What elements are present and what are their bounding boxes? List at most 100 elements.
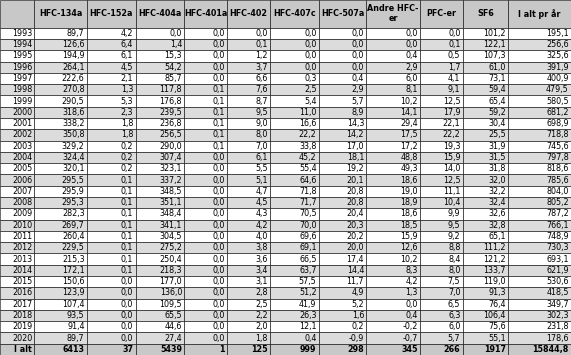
Text: 302,3: 302,3	[546, 311, 569, 320]
Bar	[319, 39, 367, 50]
Bar	[87, 141, 136, 152]
Bar	[270, 141, 319, 152]
Text: 17,2: 17,2	[400, 142, 417, 151]
Bar	[319, 197, 367, 208]
Text: 2010: 2010	[12, 221, 32, 230]
Text: 5,5: 5,5	[255, 164, 268, 173]
Text: 70,0: 70,0	[299, 221, 316, 230]
Bar	[184, 253, 227, 265]
Text: 10,4: 10,4	[443, 198, 460, 207]
Bar	[463, 95, 508, 107]
Bar	[136, 95, 184, 107]
Text: 3,6: 3,6	[255, 255, 268, 263]
Text: 18,6: 18,6	[400, 176, 417, 185]
Text: 0,0: 0,0	[212, 164, 225, 173]
Bar	[463, 118, 508, 129]
Bar	[270, 0, 319, 28]
Text: 320,1: 320,1	[62, 164, 85, 173]
Bar	[184, 50, 227, 61]
Text: 2011: 2011	[12, 232, 32, 241]
Text: 1,3: 1,3	[121, 85, 134, 94]
Text: 63,7: 63,7	[299, 266, 316, 275]
Bar	[87, 107, 136, 118]
Bar	[367, 152, 420, 163]
Text: 693,1: 693,1	[546, 255, 569, 263]
Text: 20,1: 20,1	[347, 176, 364, 185]
Text: 0,0: 0,0	[405, 300, 417, 309]
Text: 0,3: 0,3	[304, 74, 316, 83]
Bar	[136, 208, 184, 219]
Text: 351,1: 351,1	[160, 198, 182, 207]
Text: 0,1: 0,1	[212, 108, 225, 117]
Text: 71,8: 71,8	[299, 187, 316, 196]
Text: 2,3: 2,3	[121, 108, 134, 117]
Bar	[227, 208, 270, 219]
Bar	[508, 28, 571, 39]
Bar	[184, 39, 227, 50]
Text: 0,0: 0,0	[212, 255, 225, 263]
Text: 348,5: 348,5	[160, 187, 182, 196]
Text: 6,0: 6,0	[405, 74, 417, 83]
Text: 5,1: 5,1	[255, 176, 268, 185]
Text: 0,0: 0,0	[121, 288, 134, 297]
Text: 57,5: 57,5	[299, 277, 316, 286]
Bar	[34, 208, 87, 219]
Bar	[508, 208, 571, 219]
Bar	[367, 73, 420, 84]
Bar	[87, 0, 136, 28]
Bar	[227, 344, 270, 355]
Text: 0,0: 0,0	[170, 29, 182, 38]
Bar	[508, 152, 571, 163]
Bar	[420, 253, 463, 265]
Bar	[367, 84, 420, 95]
Bar	[34, 299, 87, 310]
Text: 69,1: 69,1	[299, 243, 316, 252]
Text: 26,3: 26,3	[299, 311, 316, 320]
Bar	[0, 231, 34, 242]
Bar	[0, 276, 34, 287]
Text: HFC-152a: HFC-152a	[90, 9, 133, 18]
Bar	[136, 197, 184, 208]
Bar	[34, 174, 87, 186]
Text: 1,8: 1,8	[121, 119, 134, 128]
Text: 2009: 2009	[12, 209, 32, 218]
Text: 2003: 2003	[12, 142, 32, 151]
Text: 0,2: 0,2	[121, 153, 134, 162]
Text: 1,2: 1,2	[255, 51, 268, 60]
Text: 0,0: 0,0	[304, 40, 316, 49]
Bar	[508, 310, 571, 321]
Text: 2018: 2018	[12, 311, 32, 320]
Bar	[227, 174, 270, 186]
Text: 0,0: 0,0	[121, 277, 134, 286]
Bar	[319, 299, 367, 310]
Text: 0,1: 0,1	[121, 255, 134, 263]
Bar	[136, 61, 184, 73]
Text: 31,8: 31,8	[488, 164, 506, 173]
Text: 275,2: 275,2	[159, 243, 182, 252]
Bar	[0, 118, 34, 129]
Text: 2,9: 2,9	[352, 85, 364, 94]
Text: 2006: 2006	[12, 176, 32, 185]
Text: 5439: 5439	[160, 345, 182, 354]
Bar	[463, 310, 508, 321]
Bar	[136, 310, 184, 321]
Bar	[34, 84, 87, 95]
Bar	[0, 287, 34, 299]
Bar	[136, 28, 184, 39]
Bar	[34, 310, 87, 321]
Bar	[270, 219, 319, 231]
Text: 0,0: 0,0	[352, 51, 364, 60]
Bar	[270, 39, 319, 50]
Bar	[420, 186, 463, 197]
Text: 1,3: 1,3	[405, 288, 417, 297]
Text: 6,6: 6,6	[255, 74, 268, 83]
Bar	[136, 276, 184, 287]
Text: 11,0: 11,0	[299, 108, 316, 117]
Text: 176,8: 176,8	[160, 97, 182, 105]
Bar	[34, 118, 87, 129]
Bar	[508, 276, 571, 287]
Bar	[420, 276, 463, 287]
Bar	[319, 208, 367, 219]
Bar	[420, 174, 463, 186]
Text: 8,4: 8,4	[448, 255, 460, 263]
